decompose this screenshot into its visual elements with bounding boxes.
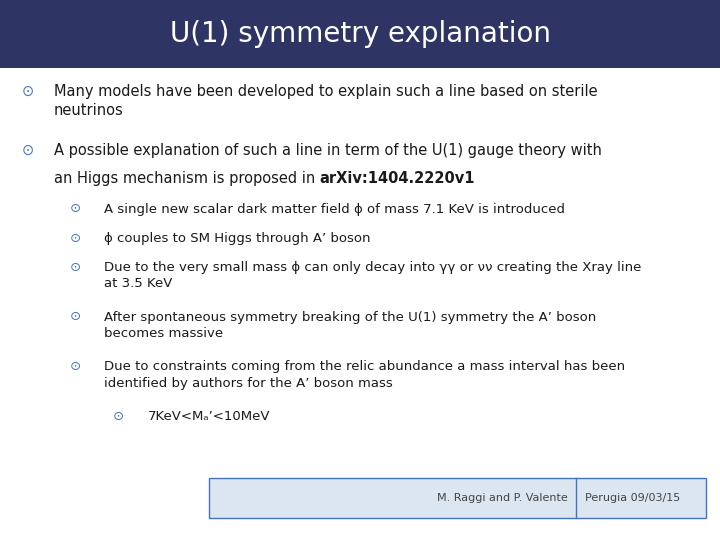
Text: Perugia 09/03/15: Perugia 09/03/15 — [585, 493, 680, 503]
Text: ⊙: ⊙ — [70, 360, 81, 373]
Text: ⊙: ⊙ — [21, 143, 34, 158]
Text: ⊙: ⊙ — [70, 202, 81, 215]
Text: ⊙: ⊙ — [113, 410, 125, 423]
Text: ⊙: ⊙ — [70, 232, 81, 245]
Text: Many models have been developed to explain such a line based on sterile
neutrino: Many models have been developed to expla… — [54, 84, 598, 118]
Text: Due to the very small mass ϕ can only decay into γγ or νν creating the Xray line: Due to the very small mass ϕ can only de… — [104, 261, 642, 291]
Text: Due to constraints coming from the relic abundance a mass interval has been
iden: Due to constraints coming from the relic… — [104, 360, 626, 390]
FancyBboxPatch shape — [209, 478, 706, 518]
FancyBboxPatch shape — [0, 0, 720, 68]
Text: an Higgs mechanism is proposed in: an Higgs mechanism is proposed in — [54, 171, 320, 186]
Text: ϕ couples to SM Higgs through A’ boson: ϕ couples to SM Higgs through A’ boson — [104, 232, 371, 245]
Text: ⊙: ⊙ — [70, 310, 81, 323]
Text: 7KeV<Mₐ’<10MeV: 7KeV<Mₐ’<10MeV — [148, 410, 270, 423]
Text: U(1) symmetry explanation: U(1) symmetry explanation — [169, 20, 551, 48]
Text: M. Raggi and P. Valente: M. Raggi and P. Valente — [437, 493, 568, 503]
Text: ⊙: ⊙ — [21, 84, 34, 99]
Text: arXiv:1404.2220v1: arXiv:1404.2220v1 — [320, 171, 475, 186]
Text: A possible explanation of such a line in term of the U(1) gauge theory with: A possible explanation of such a line in… — [54, 143, 602, 158]
Text: ⊙: ⊙ — [70, 261, 81, 274]
Text: A single new scalar dark matter field ϕ of mass 7.1 KeV is introduced: A single new scalar dark matter field ϕ … — [104, 202, 565, 215]
Text: After spontaneous symmetry breaking of the U(1) symmetry the A’ boson
becomes ma: After spontaneous symmetry breaking of t… — [104, 310, 597, 340]
